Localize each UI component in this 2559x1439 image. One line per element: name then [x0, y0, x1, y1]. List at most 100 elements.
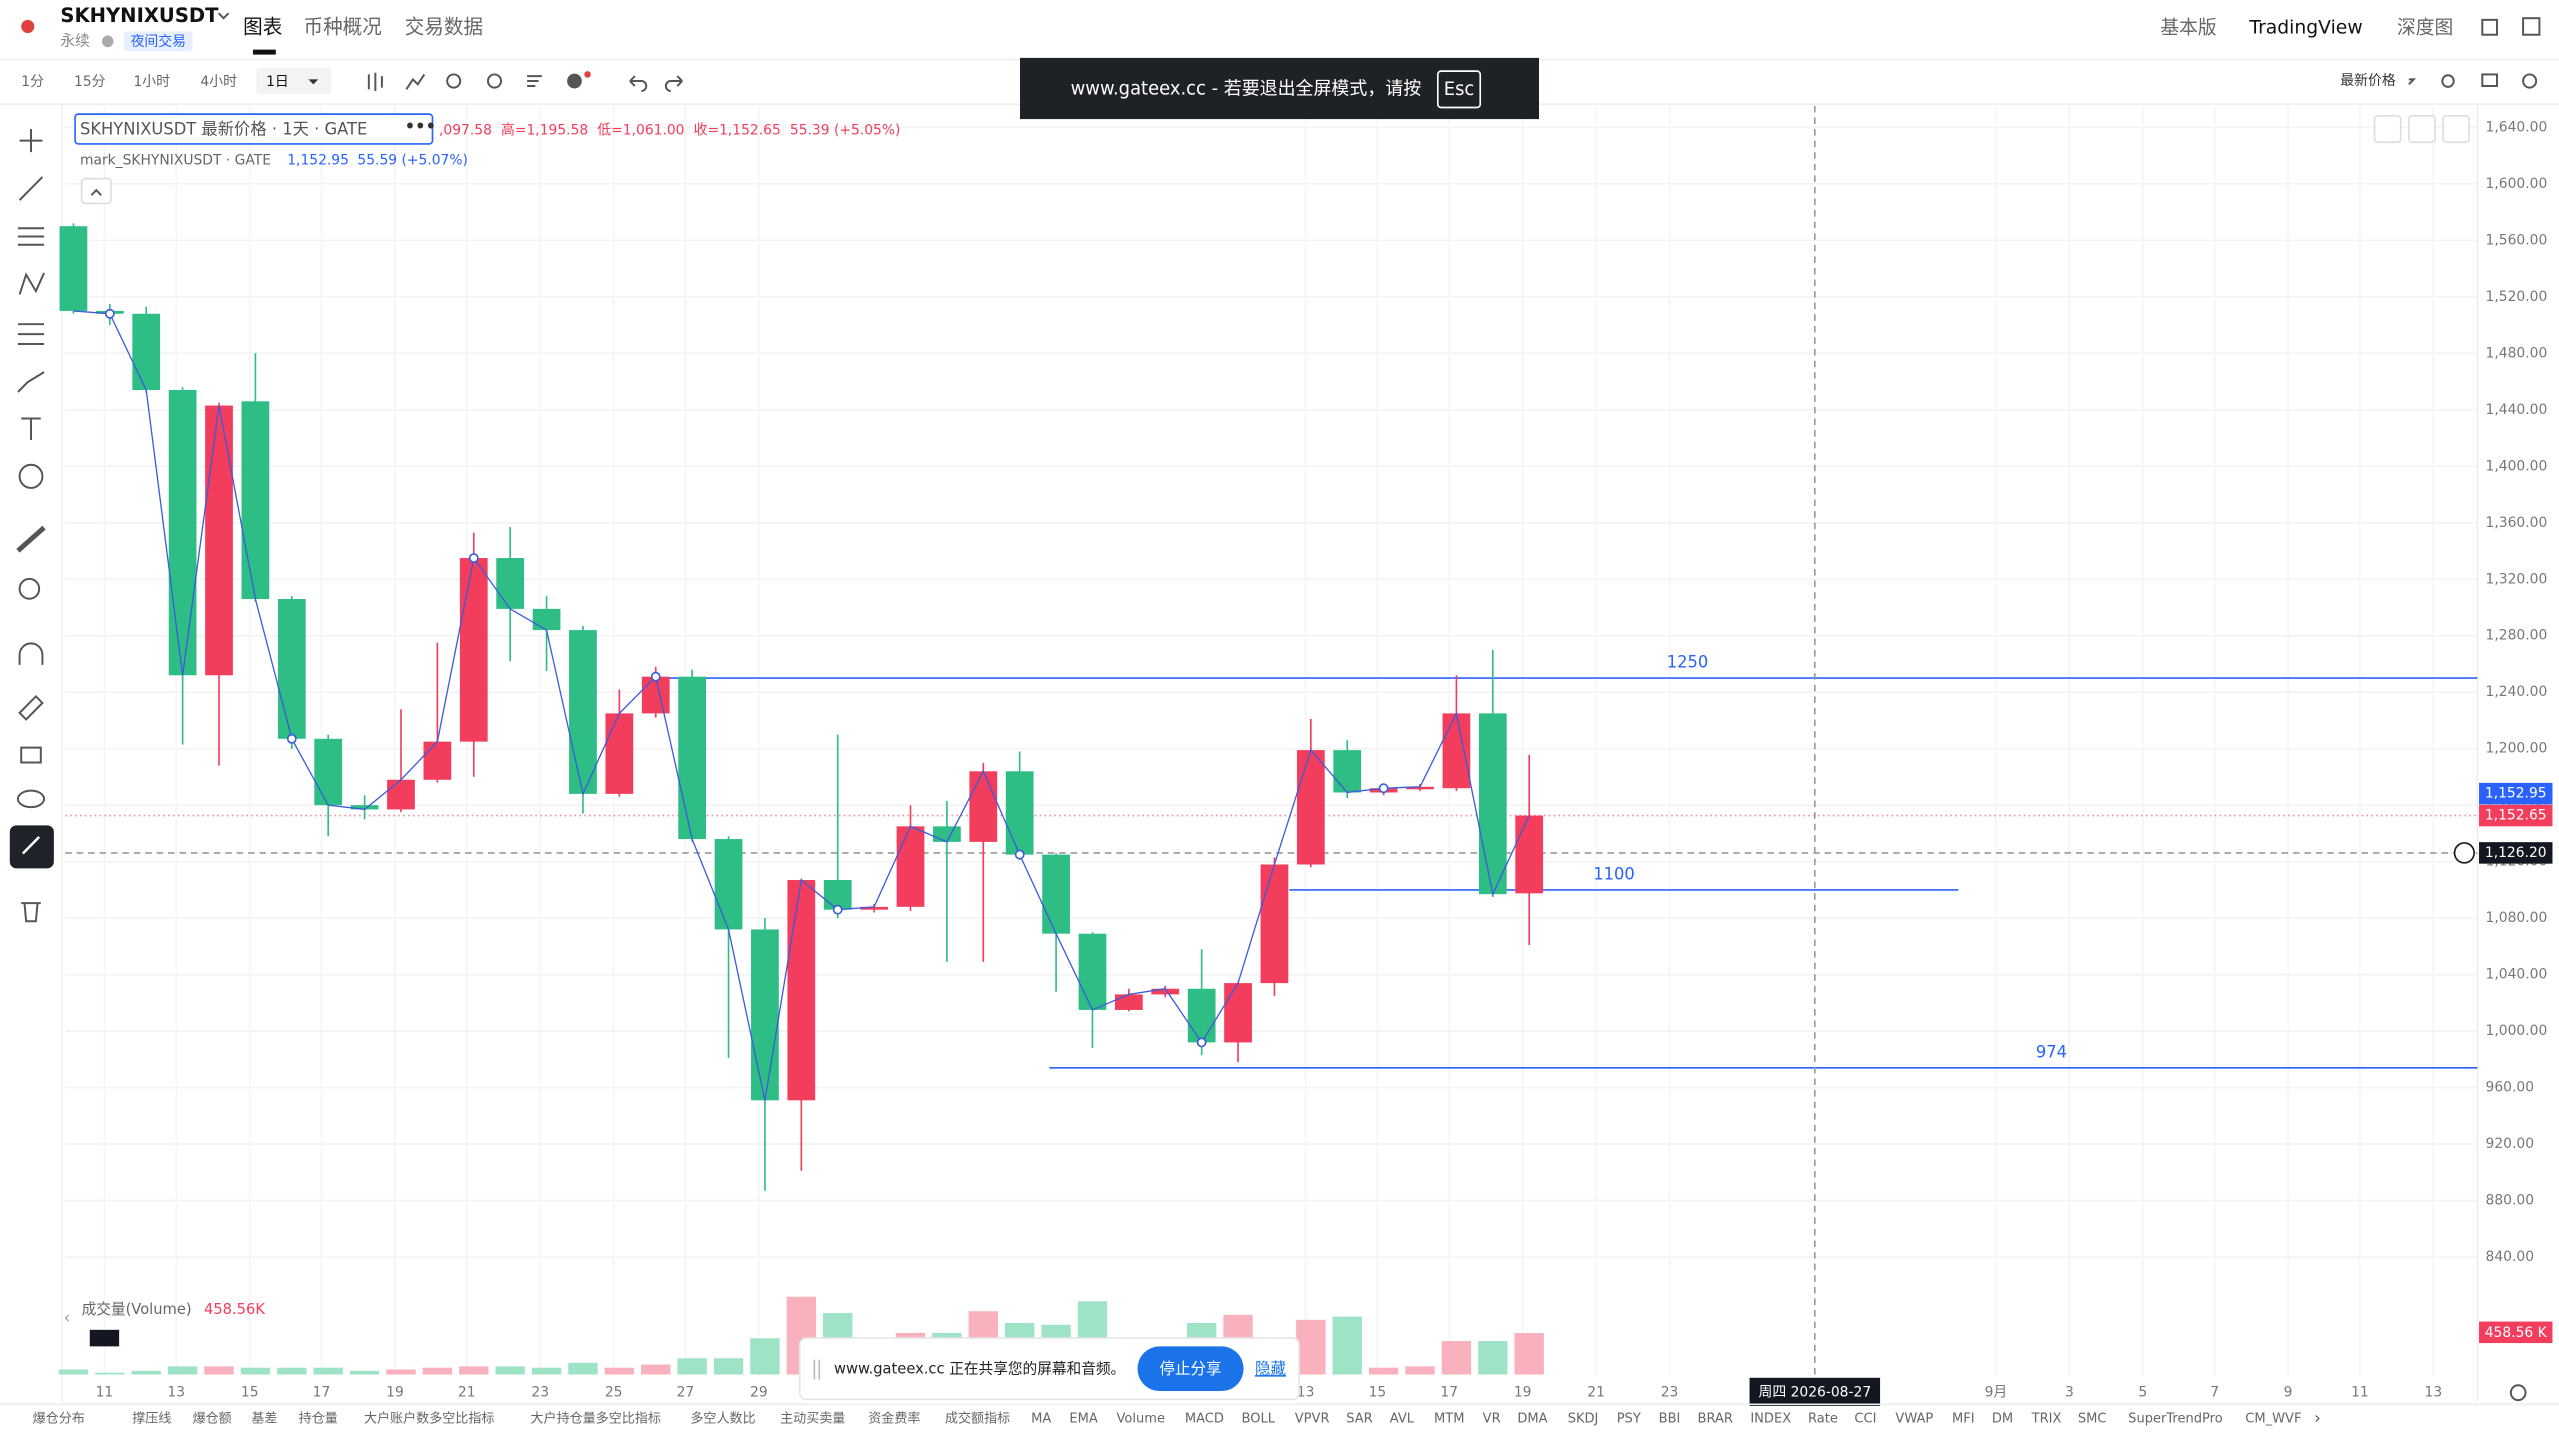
candle-body[interactable] [387, 779, 415, 810]
drag-handle[interactable] [813, 1359, 821, 1380]
interval[interactable]: 1小时 [134, 74, 171, 90]
visibility-tool[interactable] [16, 789, 46, 809]
axis-settings[interactable] [2509, 1384, 2527, 1402]
fullscreen-icon[interactable] [2481, 18, 2498, 36]
price-type-caret[interactable] [2408, 78, 2417, 86]
candle-body[interactable] [205, 405, 233, 676]
indicator[interactable]: Volume [1117, 1412, 1166, 1427]
indicator[interactable]: 大户账户数多空比指标 [364, 1410, 494, 1427]
candle-body[interactable] [1078, 933, 1107, 1010]
indicator[interactable]: INDEX [1750, 1412, 1791, 1427]
indicator[interactable]: AVL [1390, 1412, 1415, 1427]
interval[interactable]: 15分 [74, 74, 106, 90]
control[interactable] [2408, 114, 2436, 144]
candle-body[interactable] [1224, 983, 1252, 1043]
right-tab[interactable]: 基本版 [2160, 17, 2216, 39]
candle-body[interactable] [969, 771, 998, 842]
magnet-tool[interactable] [18, 642, 44, 665]
add-icon[interactable] [567, 73, 582, 89]
right-tab[interactable]: 深度图 [2397, 17, 2453, 39]
indicator[interactable]: BBI [1659, 1412, 1681, 1427]
indicator-icon[interactable] [405, 73, 426, 90]
window-icon[interactable] [2522, 17, 2541, 36]
tab[interactable]: 币种概况 [304, 16, 383, 39]
indicator[interactable]: 持仓量 [299, 1411, 338, 1427]
indicator[interactable]: 多空人数比 [690, 1410, 755, 1427]
more-indicators[interactable]: › [2314, 1409, 2321, 1428]
candle-body[interactable] [1114, 994, 1143, 1010]
add-alert[interactable] [2453, 842, 2475, 864]
stop-share-button[interactable] [1137, 1346, 1244, 1392]
candle-body[interactable] [1005, 771, 1034, 855]
interval[interactable]: 1分 [21, 74, 44, 90]
symbol[interactable]: SKHYNIXUSDT [60, 4, 219, 27]
candle-body[interactable] [1187, 988, 1216, 1043]
indicator[interactable]: PSY [1617, 1412, 1642, 1427]
template-icon[interactable] [527, 75, 542, 88]
candle-body[interactable] [751, 929, 779, 1101]
text-tool[interactable] [21, 417, 41, 440]
indicator[interactable]: 撑压线 [132, 1411, 171, 1427]
candle-body[interactable] [277, 599, 306, 739]
settings-icon[interactable] [2522, 73, 2538, 89]
indicator[interactable]: SMC [2078, 1412, 2107, 1427]
indicator[interactable]: Rate [1808, 1412, 1838, 1427]
candle-body[interactable] [1151, 988, 1180, 995]
candle-body[interactable] [1515, 815, 1544, 894]
indicator[interactable]: 大户持仓量多空比指标 [531, 1410, 661, 1427]
right-tab[interactable]: TradingView [2248, 17, 2362, 39]
candle-body[interactable] [459, 558, 488, 742]
candle-body[interactable] [1442, 713, 1471, 789]
ruler-tool[interactable] [16, 525, 46, 553]
indicator[interactable]: TRIX [2031, 1412, 2062, 1427]
candle-body[interactable] [59, 226, 88, 311]
candle-body[interactable] [569, 630, 597, 794]
interval[interactable]: 4小时 [200, 74, 237, 90]
indicator[interactable]: CM_WVF [2245, 1412, 2301, 1427]
candle-body[interactable] [714, 839, 743, 930]
candle-body[interactable] [532, 608, 561, 631]
candle-body[interactable] [314, 738, 343, 806]
legend-box[interactable] [74, 113, 434, 145]
tab[interactable]: 图表 [243, 16, 282, 39]
link-tool[interactable] [21, 836, 41, 855]
indicator[interactable]: SAR [1346, 1412, 1373, 1427]
fib-tool[interactable] [17, 323, 45, 346]
candle-body[interactable] [423, 741, 452, 780]
alert-icon[interactable] [446, 73, 462, 89]
candle-body[interactable] [678, 676, 707, 840]
indicator[interactable]: 资金费率 [868, 1410, 920, 1427]
indicator[interactable]: DMA [1517, 1412, 1547, 1427]
symbol-dropdown[interactable] [217, 12, 230, 20]
zoom-tool[interactable] [18, 577, 41, 600]
indicator[interactable]: VWAP [1895, 1412, 1933, 1427]
indicator[interactable]: 爆仓分布 [33, 1411, 85, 1427]
tab[interactable]: 交易数据 [405, 16, 483, 39]
volume-toggle[interactable]: ‹ [64, 1308, 71, 1327]
indicator[interactable]: MFI [1952, 1412, 1975, 1427]
indicator[interactable]: VR [1483, 1412, 1501, 1427]
indicator[interactable]: SuperTrendPro [2128, 1412, 2223, 1427]
candle-body[interactable] [1260, 864, 1289, 984]
search-icon[interactable] [2441, 74, 2455, 88]
delete-tool[interactable] [21, 902, 41, 923]
candle-body[interactable] [605, 713, 634, 794]
indicator[interactable]: BOLL [1242, 1412, 1276, 1427]
candle-body[interactable] [1406, 786, 1434, 790]
candle-body[interactable] [241, 401, 270, 600]
lock-tool[interactable] [20, 746, 42, 764]
info-icon[interactable] [102, 35, 114, 48]
brush-tool[interactable] [17, 371, 45, 393]
channel-tool[interactable] [17, 227, 45, 246]
legend-more[interactable]: ••• [405, 117, 436, 136]
candle-body[interactable] [860, 906, 888, 910]
candle-body[interactable] [132, 313, 161, 391]
redo-icon[interactable] [664, 75, 683, 92]
indicator[interactable]: MTM [1434, 1412, 1464, 1427]
camera-icon[interactable] [2481, 73, 2498, 88]
candle-body[interactable] [1296, 750, 1325, 865]
indicator[interactable]: 爆仓额 [193, 1411, 232, 1427]
indicator[interactable]: BRAR [1698, 1412, 1733, 1427]
indicator[interactable]: MACD [1185, 1412, 1224, 1427]
candle-body[interactable] [641, 676, 670, 714]
